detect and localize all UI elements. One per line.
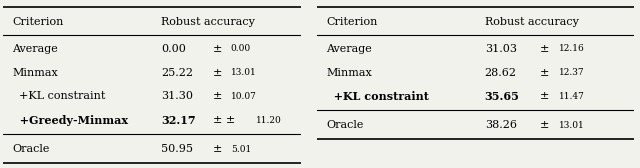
Text: Minmax: Minmax (12, 68, 58, 77)
Text: Minmax: Minmax (326, 68, 372, 77)
Text: 11.20: 11.20 (256, 116, 282, 125)
Text: ±: ± (213, 91, 222, 101)
Text: ±: ± (213, 68, 222, 77)
Text: 5.01: 5.01 (231, 144, 251, 154)
Text: 11.47: 11.47 (559, 92, 585, 101)
Text: +Greedy-Minmax: +Greedy-Minmax (12, 115, 128, 126)
Text: +KL constraint: +KL constraint (326, 91, 429, 102)
Text: ±: ± (540, 68, 550, 77)
Text: Criterion: Criterion (326, 17, 378, 27)
Text: ±: ± (540, 91, 550, 101)
Text: 50.95: 50.95 (161, 144, 193, 154)
Text: 13.01: 13.01 (231, 68, 257, 77)
Text: Oracle: Oracle (12, 144, 49, 154)
Text: 28.62: 28.62 (484, 68, 516, 77)
Text: 32.17: 32.17 (161, 115, 196, 126)
Text: 31.03: 31.03 (484, 44, 516, 54)
Text: 38.26: 38.26 (484, 120, 516, 130)
Text: 10.07: 10.07 (231, 92, 257, 101)
Text: 13.01: 13.01 (559, 121, 585, 130)
Text: Criterion: Criterion (12, 17, 63, 27)
Text: 12.37: 12.37 (559, 68, 585, 77)
Text: ±: ± (540, 120, 550, 130)
Text: 0.00: 0.00 (161, 44, 186, 54)
Text: +KL constraint: +KL constraint (12, 91, 106, 101)
Text: 12.16: 12.16 (559, 44, 585, 53)
Text: 35.65: 35.65 (484, 91, 520, 102)
Text: ± ±: ± ± (213, 115, 236, 125)
Text: Robust accuracy: Robust accuracy (484, 17, 579, 27)
Text: ±: ± (213, 144, 222, 154)
Text: Robust accuracy: Robust accuracy (161, 17, 255, 27)
Text: 31.30: 31.30 (161, 91, 193, 101)
Text: ±: ± (540, 44, 550, 54)
Text: Average: Average (326, 44, 372, 54)
Text: 0.00: 0.00 (231, 44, 251, 53)
Text: Average: Average (12, 44, 58, 54)
Text: 25.22: 25.22 (161, 68, 193, 77)
Text: ±: ± (213, 44, 222, 54)
Text: Oracle: Oracle (326, 120, 364, 130)
